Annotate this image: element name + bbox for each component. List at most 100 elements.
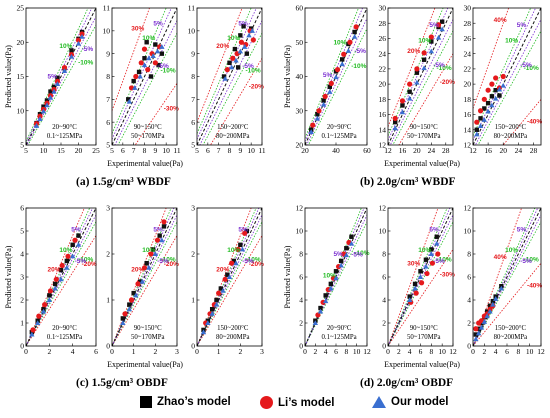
y-tick-label: 30 — [379, 4, 387, 13]
band-label-20-upper: 20% — [407, 48, 420, 55]
x-tick-label: 12 — [537, 347, 545, 356]
y-tick-label: 11 — [103, 4, 110, 13]
zhao-point — [127, 302, 132, 307]
plot-frame — [387, 7, 454, 146]
y-tick-label: 4 — [467, 296, 471, 305]
zhao-point — [418, 269, 423, 274]
li-point — [53, 276, 59, 282]
band-label-10-lower: -10% — [160, 256, 175, 263]
li-point — [418, 280, 425, 286]
x-tick-label: 4 — [324, 347, 328, 356]
band-label-5-upper: 5% — [429, 22, 439, 29]
band-label-10-lower: -10% — [78, 59, 93, 66]
zhao-point — [338, 258, 344, 264]
li-point — [148, 251, 154, 257]
band-line-40-upper — [473, 8, 510, 109]
ours-point — [428, 251, 435, 256]
x-tick-label: 0 — [303, 347, 307, 356]
x-tick-label: 12 — [384, 146, 392, 155]
li-point — [135, 281, 141, 287]
y-tick-label: 6 — [106, 118, 110, 127]
ours-point — [75, 40, 82, 46]
plot-frame — [472, 7, 542, 146]
ours-point — [328, 285, 334, 291]
band-label-5-lower: -5% — [242, 258, 254, 265]
y-tick-label: 6 — [299, 273, 303, 282]
band-line-20-lower — [197, 235, 262, 346]
zhao-point — [136, 69, 142, 75]
chart-panel-a1: 5% -5% 10% -10% 5 10 15 20 25 5 10 15 20 25 20~90°C 0.1… — [4, 4, 100, 155]
y-tick-label: 30 — [296, 106, 304, 115]
plot-area-c2 — [112, 208, 177, 346]
condition-temperature: 150~200°C — [495, 325, 527, 332]
band-line-10-lower — [473, 221, 541, 346]
y-tick-label: 9 — [106, 49, 110, 58]
x-tick-label: 16 — [399, 146, 407, 155]
y-tick-label: 3 — [106, 204, 110, 213]
band-label-10-upper: 10% — [333, 40, 346, 47]
x-tick-label: 10 — [247, 146, 255, 155]
y-tick-label: 1 — [191, 296, 195, 305]
y-tick-label: 1 — [106, 296, 110, 305]
x-tick-label: 2 — [397, 347, 401, 356]
ours-point — [333, 275, 339, 281]
plot-area-d1 — [305, 208, 367, 346]
caption-c: (c) 1.5g/cm³ OBDF — [76, 377, 168, 389]
ours-point — [159, 237, 165, 243]
band-line-20-upper — [388, 8, 436, 127]
ours-point — [233, 57, 239, 63]
ours-point — [322, 298, 329, 304]
x-tick-label: 2 — [482, 347, 486, 356]
condition-pressure: 80~200MPa — [494, 133, 528, 140]
zhao-point — [144, 40, 149, 45]
condition-temperature: 20~90°C — [327, 325, 352, 332]
band-line-5-lower — [389, 19, 453, 145]
condition-temperature: 150~200°C — [217, 325, 249, 332]
x-tick-label: 6 — [94, 347, 98, 356]
ours-point — [132, 85, 138, 90]
li-point — [489, 81, 495, 87]
band-label-20-lower: -20% — [440, 79, 455, 86]
ours-point — [146, 265, 152, 270]
condition-temperature: 90~150°C — [410, 325, 438, 332]
y-tick-label: 30 — [464, 4, 472, 13]
y-tick-label: 20 — [17, 38, 25, 47]
condition-pressure: 80~200MPa — [216, 334, 250, 341]
li-point — [353, 24, 359, 30]
band-label-5-lower: -5% — [520, 62, 532, 69]
chart-panel-d1: 10%-10%5% -5%0 2 4 6 8 10 1202468101220~90°C0.1… — [283, 204, 371, 356]
zhao-point — [478, 116, 483, 121]
band-line-5-upper — [26, 8, 93, 144]
y-tick-label: 6 — [382, 273, 386, 282]
ours-point — [44, 102, 50, 108]
ours-point — [139, 278, 146, 284]
zhao-point — [318, 305, 323, 311]
y-tick-label: 11 — [188, 4, 195, 13]
li-point — [334, 67, 341, 73]
x-tick-label: 60 — [363, 146, 371, 155]
y-tick-label: 1 — [20, 319, 24, 328]
caption-b: (b) 2.0g/cm³ WBDF — [360, 176, 456, 188]
zhao-point — [44, 98, 50, 103]
plot-area-d2 — [388, 208, 453, 346]
zhao-point — [148, 74, 154, 79]
band-line-10-lower — [27, 24, 96, 145]
ours-point — [241, 44, 248, 49]
x-tick-label: 0 — [195, 347, 199, 356]
x-tick-label: 20 — [75, 146, 83, 155]
ours-point — [327, 89, 333, 94]
band-line-10-lower — [392, 30, 453, 145]
x-axis-label-d: Experimental value(Pa) — [384, 360, 460, 369]
ours-point — [500, 82, 506, 88]
x-axis-label-a: Experimental value(Pa) — [107, 159, 183, 168]
ours-point — [475, 330, 482, 336]
condition-pressure: 50~170MPa — [407, 334, 441, 341]
y-tick-label: 20 — [296, 141, 304, 150]
x-tick-label: 9 — [238, 146, 242, 155]
ours-point — [237, 48, 244, 54]
y-tick-label: 2 — [106, 250, 110, 259]
plot-area-b2 — [388, 8, 453, 145]
y-tick-label: 24 — [379, 49, 387, 58]
band-label-10-upper: 10% — [142, 35, 155, 42]
ours-point — [487, 308, 493, 314]
